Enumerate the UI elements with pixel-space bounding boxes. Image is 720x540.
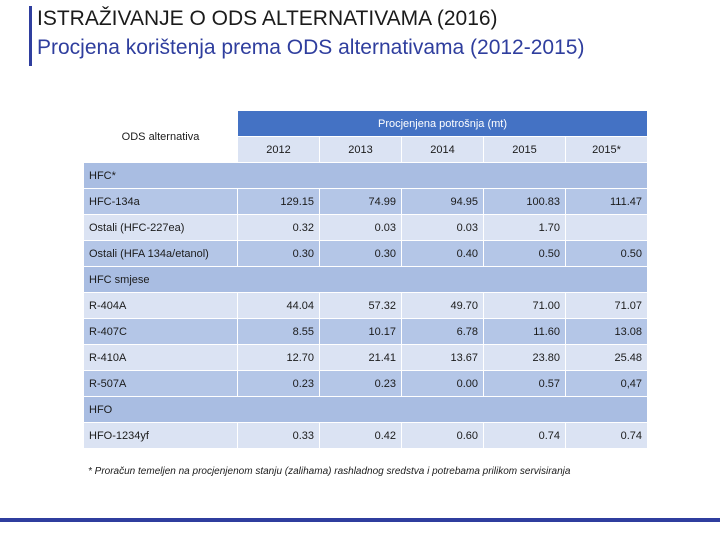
table-row: R-410A 12.70 21.41 13.67 23.80 25.48 bbox=[83, 344, 649, 371]
year-header: 2015 bbox=[483, 136, 566, 163]
consumption-table: ODS alternativa Procjenjena potrošnja (m… bbox=[82, 110, 649, 449]
row-name: R-507A bbox=[83, 370, 238, 397]
value-cell: 0.74 bbox=[483, 422, 566, 449]
year-header: 2014 bbox=[401, 136, 484, 163]
value-cell: 0.30 bbox=[319, 240, 402, 267]
value-cell bbox=[564, 214, 649, 241]
value-cell: 21.41 bbox=[319, 344, 402, 371]
section-label: HFO bbox=[82, 396, 649, 423]
value-cell: 1.70 bbox=[483, 214, 566, 241]
value-cell: 6.78 bbox=[401, 318, 484, 345]
value-cell: 0.57 bbox=[483, 370, 566, 397]
table-row: HFC-134a 129.15 74.99 94.95 100.83 111.47 bbox=[83, 188, 649, 215]
value-cell: 0.60 bbox=[401, 422, 484, 449]
value-cell: 111.47 bbox=[564, 188, 649, 215]
row-name: HFO-1234yf bbox=[83, 422, 238, 449]
value-cell: 0.42 bbox=[319, 422, 402, 449]
table-row: R-507A 0.23 0.23 0.00 0.57 0,47 bbox=[83, 370, 649, 397]
value-cell: 0.40 bbox=[401, 240, 484, 267]
value-cell: 12.70 bbox=[237, 344, 320, 371]
value-cell: 0.50 bbox=[483, 240, 566, 267]
value-cell: 44.04 bbox=[237, 292, 320, 319]
section-label: HFC smjese bbox=[82, 266, 649, 293]
footnote: * Proračun temeljen na procjenjenom stan… bbox=[88, 466, 571, 477]
table-row: Ostali (HFA 134a/etanol) 0.30 0.30 0.40 0.50… bbox=[83, 240, 649, 267]
value-cell: 0.33 bbox=[237, 422, 320, 449]
row-name: R-404A bbox=[83, 292, 238, 319]
value-cell: 129.15 bbox=[237, 188, 320, 215]
value-cell: 100.83 bbox=[483, 188, 566, 215]
value-cell: 0.30 bbox=[237, 240, 320, 267]
value-cell: 25.48 bbox=[564, 344, 649, 371]
value-cell: 0.50 bbox=[564, 240, 649, 267]
value-cell: 71.07 bbox=[564, 292, 649, 319]
value-cell: 8.55 bbox=[237, 318, 320, 345]
value-cell: 0,47 bbox=[564, 370, 649, 397]
section-label: HFC* bbox=[82, 162, 649, 189]
table-row: R-407C 8.55 10.17 6.78 11.60 13.08 bbox=[83, 318, 649, 345]
value-cell: 10.17 bbox=[319, 318, 402, 345]
title-accent-bar bbox=[29, 6, 32, 66]
year-header-row: 2012 2013 2014 2015 2015* bbox=[84, 136, 649, 163]
value-cell: 0.23 bbox=[237, 370, 320, 397]
column-header-alternative: ODS alternativa bbox=[83, 110, 238, 163]
table-row: Ostali (HFC-227ea) 0.32 0.03 0.03 1.70 bbox=[83, 214, 649, 241]
value-cell: 0.32 bbox=[237, 214, 320, 241]
year-header: 2012 bbox=[237, 136, 320, 163]
row-name: HFC-134a bbox=[83, 188, 238, 215]
value-cell: 94.95 bbox=[401, 188, 484, 215]
value-cell: 13.08 bbox=[564, 318, 649, 345]
table-row: HFO-1234yf 0.33 0.42 0.60 0.74 0.74 bbox=[83, 422, 649, 449]
section-row: HFO bbox=[82, 396, 649, 423]
section-row: HFC smjese bbox=[82, 266, 649, 293]
value-cell: 74.99 bbox=[319, 188, 402, 215]
value-cell: 0.00 bbox=[401, 370, 484, 397]
value-cell: 11.60 bbox=[483, 318, 566, 345]
value-cell: 23.80 bbox=[483, 344, 566, 371]
year-header: 2013 bbox=[319, 136, 402, 163]
row-name: Ostali (HFC-227ea) bbox=[83, 214, 238, 241]
bottom-accent-line bbox=[0, 518, 720, 522]
column-header-group: Procjenjena potrošnja (mt) bbox=[236, 110, 649, 137]
page-subtitle: Procjena korištenja prema ODS alternativ… bbox=[37, 36, 585, 59]
value-cell: 0.03 bbox=[319, 214, 402, 241]
value-cell: 57.32 bbox=[319, 292, 402, 319]
table-row: R-404A 44.04 57.32 49.70 71.00 71.07 bbox=[83, 292, 649, 319]
value-cell: 0.03 bbox=[401, 214, 484, 241]
row-name: R-410A bbox=[83, 344, 238, 371]
value-cell: 13.67 bbox=[401, 344, 484, 371]
value-cell: 49.70 bbox=[401, 292, 484, 319]
row-name: Ostali (HFA 134a/etanol) bbox=[83, 240, 238, 267]
value-cell: 0.23 bbox=[319, 370, 402, 397]
page-title: ISTRAŽIVANJE O ODS ALTERNATIVAMA (2016) bbox=[37, 7, 498, 30]
value-cell: 71.00 bbox=[483, 292, 566, 319]
section-row: HFC* bbox=[82, 162, 649, 189]
table-body: HFC* HFC-134a 129.15 74.99 94.95 100.83 111.47… bbox=[82, 162, 649, 449]
year-header: 2015* bbox=[564, 136, 649, 163]
row-name: R-407C bbox=[83, 318, 238, 345]
value-cell: 0.74 bbox=[564, 422, 649, 449]
